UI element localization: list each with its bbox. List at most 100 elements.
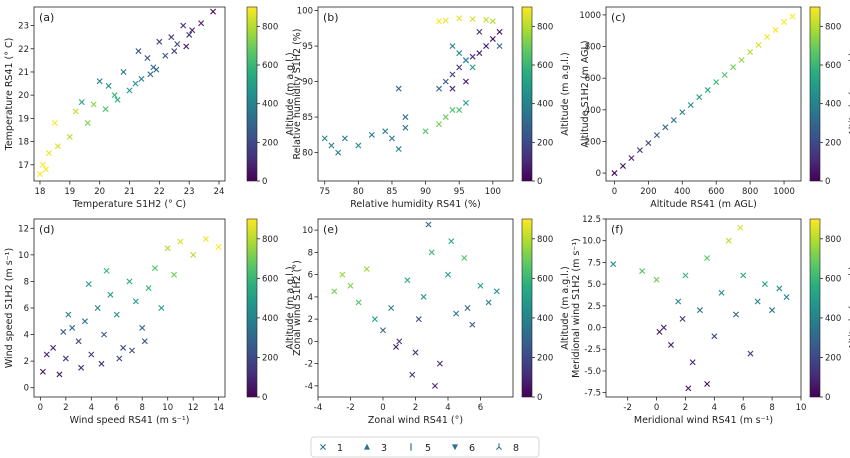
data-point [696, 94, 703, 101]
data-point [776, 285, 783, 292]
y-tick-label: 5.0 [587, 280, 601, 290]
colorbar-tick-label: 600 [537, 274, 553, 284]
data-point [69, 324, 76, 331]
x-tick-label: -4 [314, 403, 322, 413]
colorbar-label: Altitude (m a.g.l.) [560, 52, 571, 135]
data-point [682, 272, 689, 279]
colorbar-tick-label: 600 [537, 61, 553, 71]
colorbar-tick-label: 0 [825, 393, 830, 403]
data-point [456, 15, 463, 22]
data-point [183, 43, 190, 50]
x-tick-label: 200 [640, 187, 656, 197]
data-point [670, 117, 677, 124]
data-point [139, 324, 146, 331]
data-point [668, 341, 674, 348]
colorbar-tick-label: 200 [825, 138, 841, 148]
x-tick-label: 8 [140, 403, 145, 413]
data-point [679, 315, 686, 322]
data-point [120, 68, 127, 75]
data-point [718, 289, 725, 296]
x-tick-label: 100 [485, 187, 501, 197]
y-tick-label: 10 [18, 251, 29, 261]
data-point [477, 282, 484, 289]
y-tick-label: 2 [308, 315, 313, 325]
colorbar-tick-label: 0 [537, 177, 542, 187]
plot-frame [605, 218, 802, 398]
data-point [162, 52, 169, 59]
colorbar-tick-label: 800 [262, 22, 278, 32]
data-point [120, 344, 127, 351]
y-tick-label: 6 [24, 304, 29, 314]
panel-label: (e) [323, 223, 338, 236]
legend-label: 8 [513, 443, 519, 454]
colorbar-tick-label: 800 [537, 22, 553, 32]
data-point [653, 276, 660, 283]
data-point [371, 316, 378, 323]
data-point [747, 350, 754, 357]
data-point [402, 124, 409, 131]
legend-marker [320, 444, 326, 450]
y-tick-label: 10.0 [582, 237, 601, 247]
y-tick-label: 2 [24, 357, 29, 367]
data-point [39, 161, 46, 168]
y-tick-label: 21 [18, 68, 29, 78]
x-tick-label: 10 [162, 403, 173, 413]
x-tick-label: 2 [413, 403, 418, 413]
data-point [489, 35, 496, 42]
data-point [171, 48, 178, 55]
data-point [496, 43, 503, 50]
data-point [50, 344, 57, 351]
y-tick-label: 8 [24, 277, 29, 287]
data-point [132, 298, 139, 305]
x-tick-label: 19 [64, 187, 75, 197]
x-axis-label: Altitude RS41 (m AGL) [650, 199, 757, 210]
x-tick-label: 95 [454, 187, 465, 197]
data-point [469, 321, 476, 328]
data-point [783, 294, 790, 301]
data-point [339, 271, 346, 278]
data-point [449, 71, 456, 78]
colorbar-tick-label: 200 [262, 353, 278, 363]
data-point [687, 102, 694, 109]
y-tick-label: 200 [585, 137, 601, 147]
legend-frame [310, 436, 540, 458]
data-point [409, 371, 416, 378]
data-point [485, 299, 492, 306]
x-axis-label: Wind speed RS41 (m s⁻¹) [70, 415, 190, 426]
y-axis-label: Meridional wind S1H2 (m s⁻¹) [571, 238, 582, 378]
data-point [456, 50, 463, 57]
x-tick-label: 400 [674, 187, 690, 197]
data-point [436, 85, 443, 92]
data-point [65, 311, 72, 318]
y-tick-label: -5.0 [584, 367, 601, 377]
data-point [54, 143, 61, 150]
data-point [645, 140, 652, 147]
colorbar [521, 6, 533, 182]
data-point [662, 124, 669, 131]
data-point [60, 328, 67, 335]
y-tick-label: 90 [302, 78, 313, 88]
y-tick-label: 12.5 [582, 215, 601, 225]
y-tick-label: 400 [585, 106, 601, 116]
data-point [476, 28, 483, 35]
panel-label: (a) [39, 11, 54, 24]
colorbar-tick-label: 200 [537, 353, 553, 363]
data-point [628, 155, 635, 162]
x-tick-label: 600 [708, 187, 724, 197]
panel-label: (d) [39, 223, 55, 236]
data-point [105, 82, 112, 89]
data-point [402, 114, 409, 121]
data-point [738, 57, 745, 63]
data-point [721, 72, 728, 79]
y-tick-label: -7.5 [584, 389, 601, 399]
legend-label: 6 [469, 443, 475, 454]
data-point [449, 106, 456, 113]
x-tick-label: 75 [319, 187, 330, 197]
data-point [85, 281, 92, 288]
data-point [102, 106, 109, 113]
data-point [456, 64, 463, 71]
y-tick-label: 0 [24, 384, 29, 394]
data-point [611, 170, 618, 177]
data-point [660, 324, 667, 331]
